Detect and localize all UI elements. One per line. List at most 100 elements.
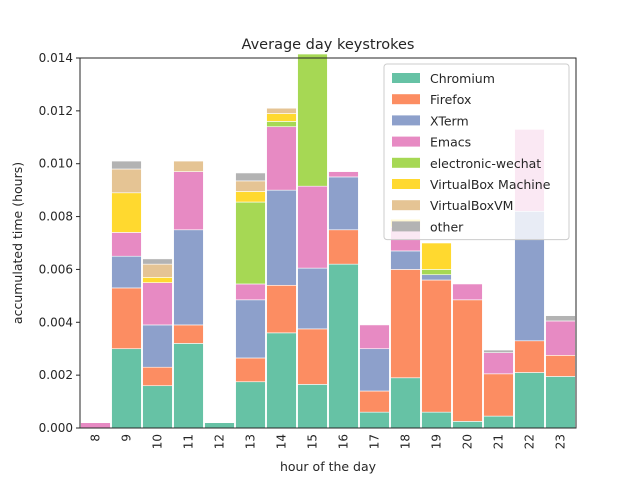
bar-segment-21-chromium <box>483 415 514 429</box>
legend-swatch-electronic-wechat <box>392 157 420 168</box>
legend: Chromium Firefox XTerm Emacs electronic-wech… <box>383 63 570 241</box>
bar-segment-10-firefox <box>142 366 173 387</box>
bar-segment-22-chromium <box>514 372 545 429</box>
bar-segment-9-virtualbox-machine <box>111 192 142 233</box>
x-tick-label: 11 <box>182 434 196 449</box>
x-tick-label: 20 <box>461 434 475 449</box>
bar-segment-20-emacs <box>452 283 483 301</box>
legend-swatch-virtualbox-machine <box>392 179 420 189</box>
bar-segment-16-firefox <box>328 229 359 265</box>
bar-segment-14-chromium <box>266 332 297 429</box>
x-tick-label: 22 <box>523 434 537 449</box>
bar-segment-20-chromium <box>452 421 483 429</box>
bar-segment-10-virtualbox-machine <box>142 277 173 283</box>
bar-segment-14-firefox <box>266 284 297 334</box>
x-tick-label: 15 <box>306 434 320 449</box>
bar-segment-14-xterm <box>266 189 297 286</box>
bar-segment-18-xterm <box>390 250 421 270</box>
bar-segment-17-xterm <box>359 348 390 392</box>
bar-segment-11-emacs <box>173 171 204 231</box>
x-tick-label: 12 <box>213 434 227 449</box>
bar-segment-13-virtualboxvm <box>235 180 266 192</box>
bar-segment-13-chromium <box>235 381 266 429</box>
bar-segment-15-chromium <box>297 384 328 429</box>
legend-swatch-chromium <box>392 73 420 83</box>
y-tick-label: 0.000 <box>39 421 73 435</box>
y-tick-label: 0.006 <box>39 262 73 276</box>
bar-segment-14-electronic-wechat <box>266 121 297 128</box>
legend-label-chromium: Chromium <box>430 71 495 86</box>
bar-segment-23-emacs <box>545 320 576 356</box>
legend-swatch-virtualboxvm <box>392 200 420 211</box>
ticks-group: 0.000 0.002 0.004 0.006 0.008 0.010 0.012 0.014… <box>39 51 568 449</box>
bar-segment-17-chromium <box>359 411 390 429</box>
x-tick-label: 9 <box>120 434 134 442</box>
y-tick-label: 0.004 <box>39 315 73 329</box>
bar-segment-10-other <box>142 258 173 265</box>
x-tick-label: 19 <box>430 434 444 449</box>
legend-label-xterm: XTerm <box>430 113 469 128</box>
bar-segment-11-chromium <box>173 343 204 429</box>
bar-segment-16-chromium <box>328 263 359 429</box>
x-tick-label: 17 <box>368 434 382 449</box>
legend-label-electronic-wechat: electronic-wechat <box>430 156 541 171</box>
y-tick-label: 0.014 <box>39 51 73 65</box>
legend-label-virtualboxvm: VirtualBoxVM <box>430 198 513 213</box>
legend-label-firefox: Firefox <box>430 92 471 107</box>
bar-segment-10-xterm <box>142 324 173 368</box>
bar-segment-15-xterm <box>297 267 328 330</box>
bar-segment-11-virtualboxvm <box>173 160 204 172</box>
bar-segment-10-virtualboxvm <box>142 263 173 278</box>
bar-segment-13-other <box>235 172 266 182</box>
x-tick-label: 16 <box>337 434 351 449</box>
chart-title: Average day keystrokes <box>242 37 415 53</box>
bar-segment-17-emacs <box>359 324 390 350</box>
bar-segment-11-firefox <box>173 324 204 344</box>
bar-segment-9-emacs <box>111 232 142 257</box>
legend-label-other: other <box>430 219 464 234</box>
y-tick-label: 0.010 <box>39 157 73 171</box>
bar-segment-21-firefox <box>483 373 514 417</box>
bar-segment-21-emacs <box>483 352 514 375</box>
bar-segment-19-virtualbox-machine <box>421 242 452 270</box>
y-axis-label: accumulated time (hours) <box>10 162 25 324</box>
y-tick-label: 0.012 <box>39 104 73 118</box>
bar-segment-15-firefox <box>297 328 328 385</box>
bar-segment-13-xterm <box>235 299 266 359</box>
bar-segment-22-firefox <box>514 340 545 373</box>
bar-segment-19-electronic-wechat <box>421 269 452 276</box>
x-tick-label: 21 <box>492 434 506 449</box>
legend-swatch-xterm <box>392 115 420 126</box>
x-tick-label: 13 <box>244 434 258 449</box>
bar-segment-14-virtualboxvm <box>266 107 297 114</box>
legend-swatch-other <box>392 221 420 232</box>
bar-segment-13-emacs <box>235 283 266 301</box>
x-tick-label: 14 <box>275 434 289 449</box>
bar-segment-18-firefox <box>390 269 421 379</box>
bar-segment-11-xterm <box>173 229 204 326</box>
bar-segment-13-electronic-wechat <box>235 201 266 285</box>
bar-segment-9-chromium <box>111 348 142 429</box>
bar-segment-13-firefox <box>235 357 266 383</box>
bar-segment-9-virtualboxvm <box>111 168 142 194</box>
plot-frame <box>79 57 577 429</box>
bar-segment-21-other <box>483 349 514 353</box>
bar-segment-15-emacs <box>297 185 328 269</box>
bar-segment-14-virtualbox-machine <box>266 113 297 122</box>
x-tick-label: 18 <box>399 434 413 449</box>
x-axis-label: hour of the day <box>280 459 377 474</box>
bar-segment-19-xterm <box>421 274 452 281</box>
x-tick-label: 8 <box>89 434 103 442</box>
x-tick-label: 23 <box>554 434 568 449</box>
bar-segment-9-firefox <box>111 287 142 350</box>
bar-segment-13-virtualbox-machine <box>235 191 266 203</box>
bar-segment-9-other <box>111 160 142 170</box>
bar-segment-16-xterm <box>328 176 359 231</box>
bar-segment-23-other <box>545 315 576 322</box>
legend-swatch-emacs <box>392 136 420 147</box>
bar-segment-8-emacs <box>80 422 111 429</box>
bars-group <box>80 53 576 429</box>
legend-label-emacs: Emacs <box>430 135 471 150</box>
x-tick-label: 10 <box>151 434 165 449</box>
